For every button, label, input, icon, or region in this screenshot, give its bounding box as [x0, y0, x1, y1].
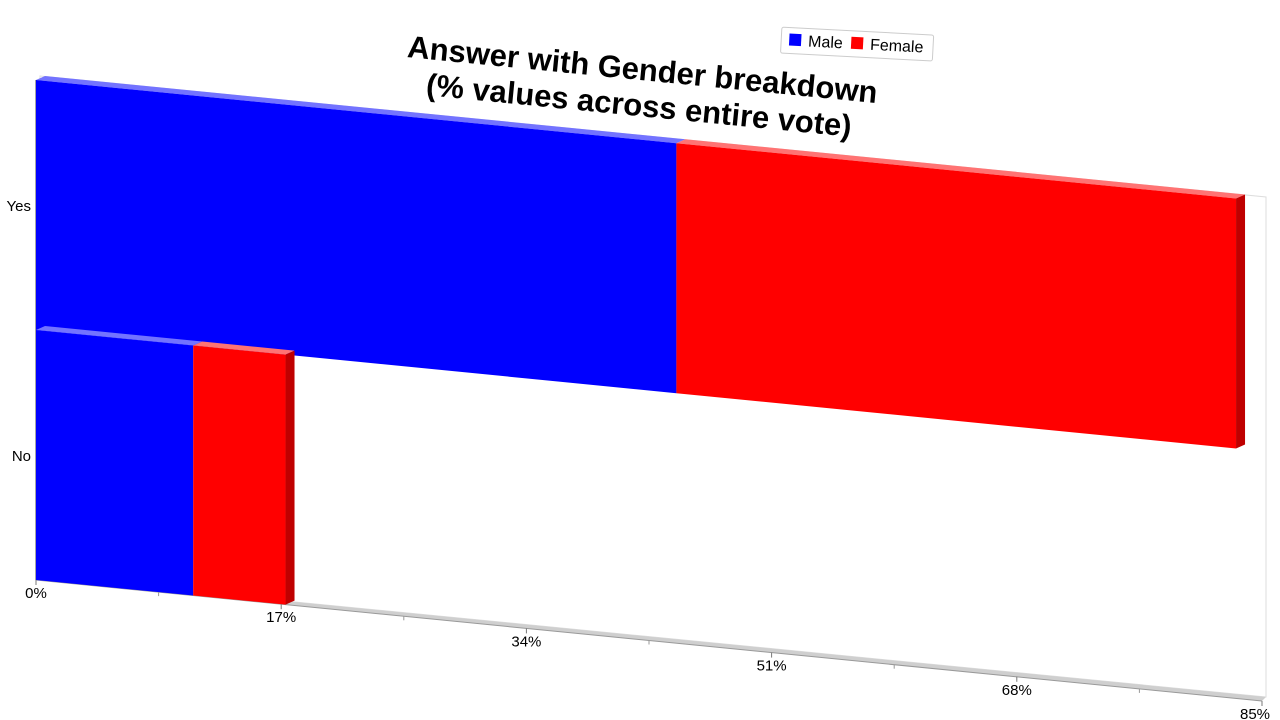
bar-side-no: [285, 350, 295, 605]
legend-swatch-female: [850, 36, 864, 50]
x-tick-label: 68%: [1002, 682, 1032, 699]
bar-side-yes: [1236, 194, 1246, 449]
bar-top-no-female: [193, 341, 295, 355]
y-tick-label-yes: Yes: [7, 198, 31, 215]
y-axis-ticks: Yes No: [7, 198, 31, 465]
legend-label-female: Female: [870, 37, 924, 57]
legend-swatch-male: [788, 33, 802, 47]
x-tick-label: 17%: [266, 609, 296, 626]
bar-yes-male: [36, 80, 677, 394]
bar-top-yes-female: [676, 139, 1246, 199]
x-axis-ticks: 0% 17% 34% 51% 68% 85%: [25, 580, 1270, 720]
x-tick-label: 0%: [25, 585, 47, 602]
legend: Male Female: [780, 26, 935, 62]
x-tick-label: 34%: [511, 633, 541, 650]
x-tick-label: 51%: [757, 658, 787, 675]
bar-top-yes-male: [36, 76, 686, 144]
x-tick-label: 85%: [1240, 706, 1270, 720]
bars-group: [36, 76, 1246, 605]
bar-top-no-male: [36, 326, 203, 346]
bar-yes-female: [676, 143, 1237, 449]
legend-label-male: Male: [808, 34, 844, 53]
y-tick-label-no: No: [12, 448, 31, 465]
plot-floor: [36, 577, 1266, 701]
bar-no-female: [193, 345, 286, 605]
bar-no-male: [36, 330, 194, 596]
